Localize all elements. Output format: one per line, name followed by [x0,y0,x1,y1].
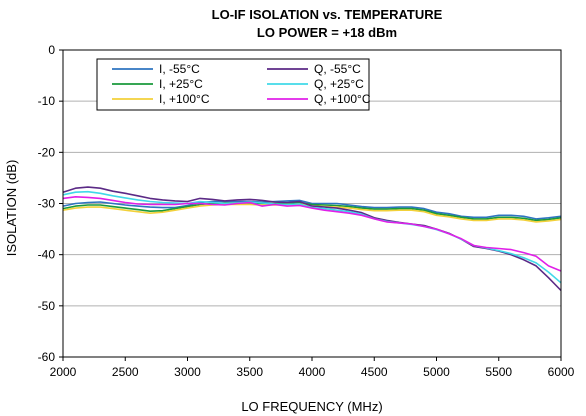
x-tick-label: 4000 [299,365,326,379]
y-tick-label: -50 [38,299,56,313]
x-tick-label: 3000 [174,365,201,379]
x-tick-label: 2500 [112,365,139,379]
x-tick-label: 6000 [548,365,575,379]
x-tick-label: 5500 [485,365,512,379]
legend-label: Q, -55°C [314,62,361,76]
x-axis-label: LO FREQUENCY (MHz) [241,399,382,414]
x-tick-label: 5000 [423,365,450,379]
x-tick-label: 2000 [50,365,77,379]
legend: I, -55°CI, +25°CI, +100°C Q, -55°CQ, +25°… [96,58,371,111]
series-line [62,186,562,292]
series-line [62,201,562,222]
legend-label: Q, +100°C [314,92,371,106]
legend-label: I, +100°C [159,92,210,106]
y-tick-label: 0 [48,43,55,57]
y-tick-label: -30 [38,197,56,211]
series-lines [62,186,562,292]
chart-subtitle: LO POWER = +18 dBm [257,25,397,40]
x-tick-label: 4500 [361,365,388,379]
legend-label: Q, +25°C [314,77,364,91]
legend-label: I, +25°C [159,77,203,91]
x-tick-label: 3500 [236,365,263,379]
y-tick-label: -20 [38,145,56,159]
series-line [62,196,562,272]
series-line [62,199,562,220]
y-tick-label: -60 [38,350,56,364]
y-axis-label: ISOLATION (dB) [4,160,19,257]
legend-label: I, -55°C [159,62,200,76]
chart-title: LO-IF ISOLATION vs. TEMPERATURE [212,7,443,22]
y-tick-label: -40 [38,248,56,262]
y-tick-label: -10 [38,94,56,108]
